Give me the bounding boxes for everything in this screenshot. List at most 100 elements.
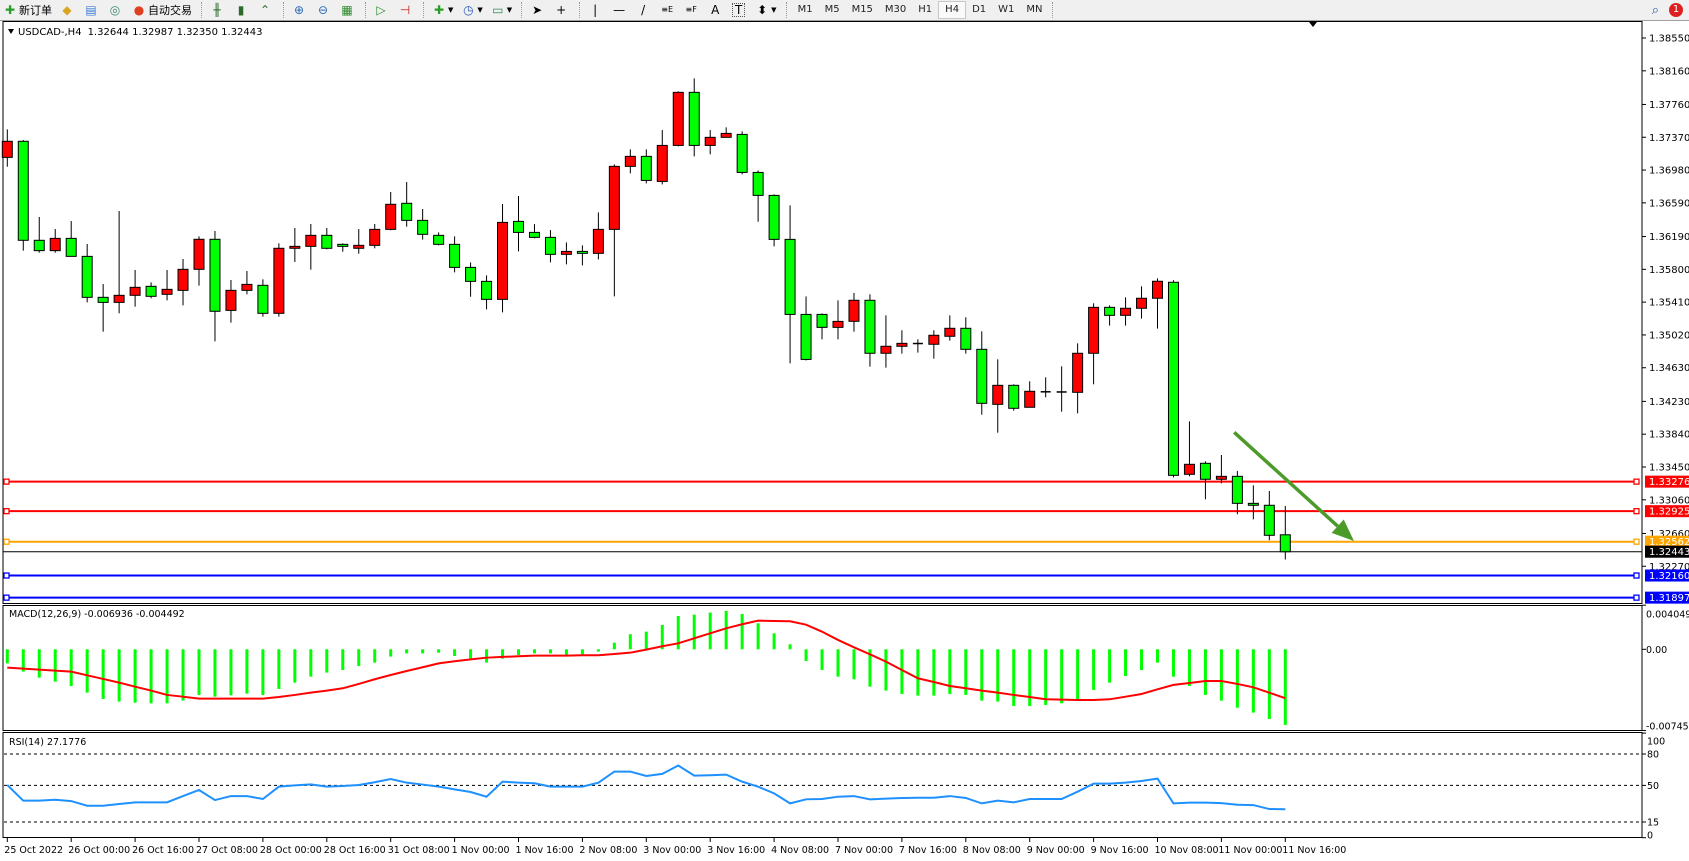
candle [449, 236, 461, 273]
candle-body [289, 245, 301, 249]
candle [864, 294, 876, 367]
cursor-button[interactable]: ➤ [527, 1, 549, 19]
history-button[interactable]: ▤ [81, 1, 103, 19]
candle [672, 91, 684, 147]
timeframe-m5[interactable]: M5 [824, 4, 840, 15]
candle-body [864, 299, 876, 354]
time-label: 1 Nov 00:00 [452, 845, 510, 856]
candle-body [1199, 462, 1211, 480]
vertical-line-button[interactable]: | [585, 1, 607, 19]
tile-windows-button[interactable]: ▦ [337, 1, 359, 19]
fibonacci-button[interactable]: ≡E [657, 1, 679, 19]
time-label: 1 Nov 16:00 [516, 845, 574, 856]
arrow-shaft[interactable] [1233, 431, 1339, 528]
timeframe-mn[interactable]: MN [1026, 4, 1043, 15]
price-tick-label: 1.37370 [1649, 133, 1689, 144]
arrows-button[interactable]: ⬍ ▼ [752, 1, 779, 19]
candle-body [672, 91, 684, 146]
line-handle-icon[interactable] [3, 594, 10, 601]
time-label: 3 Nov 00:00 [643, 845, 701, 856]
candle-body [209, 238, 221, 312]
line-handle-icon[interactable] [3, 538, 10, 545]
timeframe-m1[interactable]: M1 [797, 4, 813, 15]
symbol-header: USDCAD-,H4 1.32644 1.32987 1.32350 1.3244… [18, 27, 263, 38]
arrows-icon: ⬍ [757, 3, 768, 17]
text-label-button[interactable]: T [729, 1, 750, 19]
candle-body [449, 243, 461, 268]
candle-body [1, 140, 13, 158]
trendline-button[interactable]: / [633, 1, 655, 19]
line-handle-icon[interactable] [3, 478, 10, 485]
macd-scale-label: 0.004049 [1646, 610, 1689, 621]
chart-shift-button[interactable]: ⊣ [395, 1, 417, 19]
periods-button[interactable]: ◷ ▼ [458, 1, 485, 19]
text-button[interactable]: A [705, 1, 727, 19]
line-handle-icon[interactable] [1633, 538, 1640, 545]
line-handle-icon[interactable] [1633, 508, 1640, 515]
candle-body [848, 299, 860, 322]
time-label: 7 Nov 00:00 [835, 845, 893, 856]
timeframe-h1[interactable]: H1 [918, 4, 933, 15]
header-triangle-icon[interactable] [8, 29, 14, 34]
price-label-box [1645, 475, 1689, 488]
line-handle-icon[interactable] [3, 572, 10, 579]
chart-window[interactable]: 1.38550 1.38160 1.37760 1.37370 1.36980 1.365… [0, 21, 1689, 861]
candle-body [944, 327, 956, 337]
price-tick-label: 1.38550 [1649, 34, 1689, 45]
search-icon[interactable]: ⌕ [1651, 2, 1659, 18]
notification-badge[interactable]: 1 [1669, 3, 1683, 17]
new-order-button[interactable]: ✚ 新订单 [0, 1, 55, 19]
fibo-fan-button[interactable]: ≡F [681, 1, 703, 19]
line-handle-icon[interactable] [1633, 478, 1640, 485]
autoscroll-icon: ▷ [376, 3, 386, 17]
candle-body [1104, 306, 1116, 316]
candle-body [784, 238, 796, 315]
auto-trading-button[interactable]: ● 自动交易 [129, 1, 195, 19]
crosshair-icon: + [556, 3, 567, 17]
horizontal-line-button[interactable]: — [609, 1, 631, 19]
text-label-icon: T [732, 3, 746, 17]
rsi-scale-label: 100 [1647, 737, 1665, 748]
candle [465, 262, 477, 297]
candle-body [129, 286, 141, 296]
separator [785, 2, 788, 18]
price-label-box [1645, 569, 1689, 582]
signal-button[interactable]: ◎ [105, 1, 127, 19]
expert-button[interactable]: ◆ [57, 1, 79, 19]
indicators-button[interactable]: ✚ ▼ [429, 1, 456, 19]
line-handle-icon[interactable] [1633, 594, 1640, 601]
timeframe-d1[interactable]: D1 [972, 4, 987, 15]
candle-body [177, 268, 189, 291]
separator [1052, 2, 1054, 18]
bar-chart-button[interactable]: ╫ [207, 1, 229, 19]
candle [1152, 278, 1163, 329]
autoscroll-button[interactable]: ▷ [371, 1, 393, 19]
chart-shift-marker-icon[interactable] [1309, 22, 1317, 27]
candle-body [688, 91, 700, 146]
candle [481, 275, 493, 310]
timeframe-m30[interactable]: M30 [884, 4, 907, 15]
horizontal-line-price: 1.32925 [1649, 507, 1689, 518]
timeframe-m15[interactable]: M15 [851, 4, 873, 15]
candle-body [832, 320, 844, 328]
dropdown-arrow-icon: ▼ [477, 6, 483, 14]
timeframe-w1[interactable]: W1 [998, 4, 1015, 15]
zoom-in-button[interactable]: ⊕ [289, 1, 311, 19]
price-axis: 1.38550 1.38160 1.37760 1.37370 1.36980 1.365… [1642, 34, 1689, 573]
history-icon: ▤ [85, 3, 97, 17]
candle [656, 130, 668, 185]
zoom-out-button[interactable]: ⊖ [313, 1, 335, 19]
line-handle-icon[interactable] [1633, 572, 1640, 579]
candle-chart-button[interactable]: ▮ [231, 1, 253, 19]
candle [544, 230, 556, 263]
line-handle-icon[interactable] [3, 508, 10, 515]
candle [225, 280, 237, 323]
time-label: 28 Oct 16:00 [324, 845, 386, 856]
templates-button[interactable]: ▭ ▼ [488, 1, 515, 19]
line-chart-button[interactable]: ⌃ [255, 1, 277, 19]
line-chart-icon: ⌃ [259, 3, 271, 17]
candle [816, 313, 828, 340]
arrow-head-icon[interactable] [1331, 519, 1354, 541]
timeframe-h4[interactable]: H4 [938, 1, 967, 19]
crosshair-button[interactable]: + [551, 1, 573, 19]
